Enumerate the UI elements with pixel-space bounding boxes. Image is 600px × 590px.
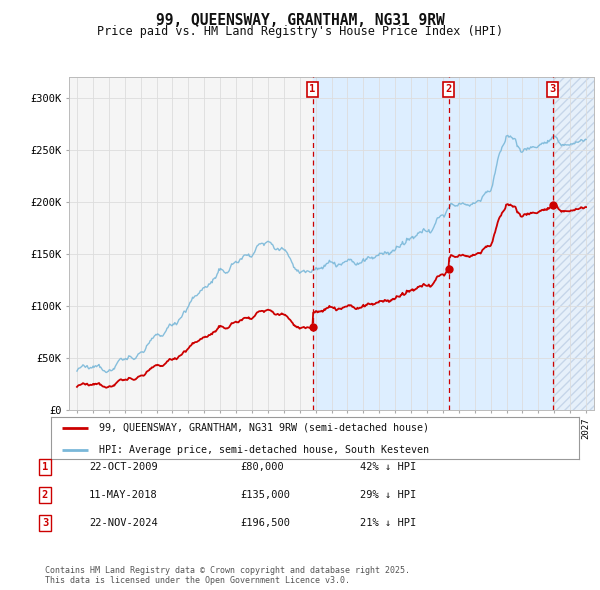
Text: 99, QUEENSWAY, GRANTHAM, NG31 9RW: 99, QUEENSWAY, GRANTHAM, NG31 9RW bbox=[155, 13, 445, 28]
Text: £135,000: £135,000 bbox=[240, 490, 290, 500]
Text: 1: 1 bbox=[42, 463, 48, 472]
Text: 3: 3 bbox=[550, 84, 556, 94]
Text: 2: 2 bbox=[445, 84, 452, 94]
Text: Contains HM Land Registry data © Crown copyright and database right 2025.
This d: Contains HM Land Registry data © Crown c… bbox=[45, 566, 410, 585]
Text: £196,500: £196,500 bbox=[240, 518, 290, 527]
Text: 29% ↓ HPI: 29% ↓ HPI bbox=[360, 490, 416, 500]
Text: 42% ↓ HPI: 42% ↓ HPI bbox=[360, 463, 416, 472]
Bar bbox=[313, 77, 553, 410]
Text: HPI: Average price, semi-detached house, South Kesteven: HPI: Average price, semi-detached house,… bbox=[98, 445, 428, 455]
Text: 21% ↓ HPI: 21% ↓ HPI bbox=[360, 518, 416, 527]
Text: 3: 3 bbox=[42, 518, 48, 527]
Text: 11-MAY-2018: 11-MAY-2018 bbox=[89, 490, 158, 500]
Text: 2: 2 bbox=[42, 490, 48, 500]
Text: £80,000: £80,000 bbox=[240, 463, 284, 472]
Text: 22-NOV-2024: 22-NOV-2024 bbox=[89, 518, 158, 527]
Text: 99, QUEENSWAY, GRANTHAM, NG31 9RW (semi-detached house): 99, QUEENSWAY, GRANTHAM, NG31 9RW (semi-… bbox=[98, 422, 428, 432]
Text: 1: 1 bbox=[310, 84, 316, 94]
Text: 22-OCT-2009: 22-OCT-2009 bbox=[89, 463, 158, 472]
Bar bbox=[553, 77, 594, 410]
Text: Price paid vs. HM Land Registry's House Price Index (HPI): Price paid vs. HM Land Registry's House … bbox=[97, 25, 503, 38]
